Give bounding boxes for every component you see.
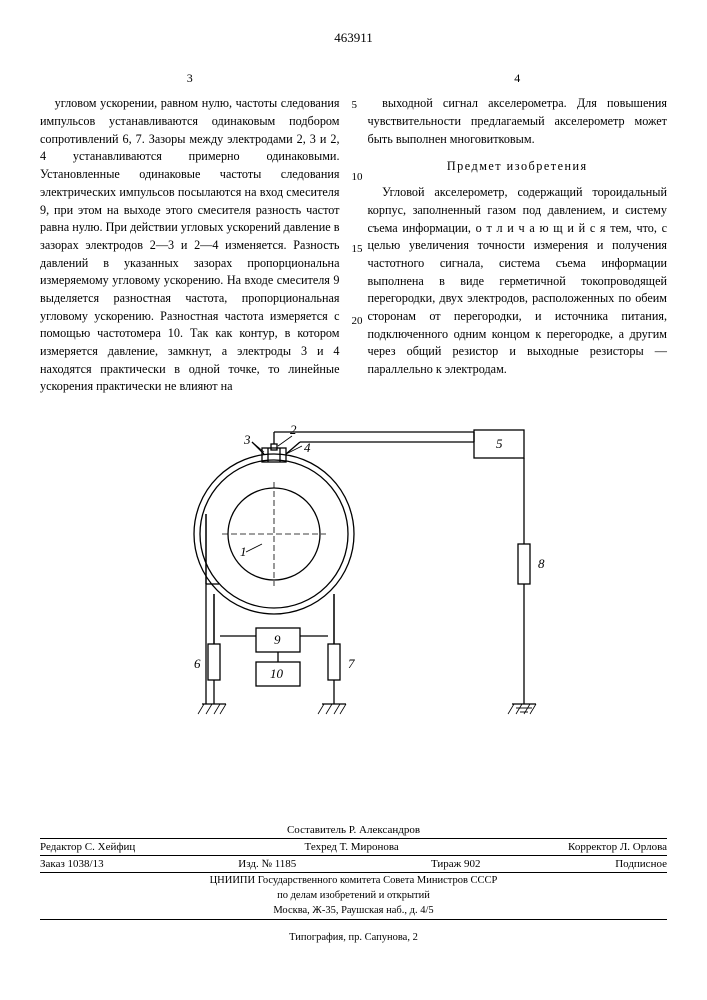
footer-izd: Изд. № 1185 xyxy=(238,858,296,870)
label-8: 8 xyxy=(538,556,545,571)
label-5: 5 xyxy=(496,436,503,451)
label-2: 2 xyxy=(290,424,297,437)
footer-corrector: Корректор Л. Орлова xyxy=(568,841,667,853)
left-column: 3 угловом ускорении, равном нулю, частот… xyxy=(40,70,340,396)
footer-editor: Редактор С. Хейфиц xyxy=(40,841,135,853)
footer-row-2: Заказ 1038/13 Изд. № 1185 Тираж 902 Подп… xyxy=(40,856,667,873)
label-3: 3 xyxy=(243,432,251,447)
footer-org1: ЦНИИПИ Государственного комитета Совета … xyxy=(40,873,667,888)
footer-compiler: Составитель Р. Александров xyxy=(40,824,667,836)
footer-techred: Техред Т. Миронова xyxy=(305,841,399,853)
label-9: 9 xyxy=(274,632,281,647)
marker-20: 20 xyxy=(352,314,363,330)
label-7: 7 xyxy=(348,656,355,671)
footer-row-1: Редактор С. Хейфиц Техред Т. Миронова Ко… xyxy=(40,838,667,856)
line-markers: 5 10 15 20 xyxy=(352,70,363,330)
marker-5: 5 xyxy=(352,98,363,114)
footer-tirazh: Тираж 902 xyxy=(431,858,481,870)
subject-heading: Предмет изобретения xyxy=(368,158,668,176)
footer: Составитель Р. Александров Редактор С. Х… xyxy=(40,824,667,943)
patent-number: 463911 xyxy=(40,30,667,46)
label-4: 4 xyxy=(304,440,311,455)
right-paragraph-2: Угловой акселерометр, содержащий тороида… xyxy=(368,184,668,379)
label-1: 1 xyxy=(240,544,247,559)
col-num-left: 3 xyxy=(40,70,340,87)
text-columns: 3 угловом ускорении, равном нулю, частот… xyxy=(40,70,667,396)
footer-podpisnoe: Подписное xyxy=(615,858,667,870)
marker-10: 10 xyxy=(352,170,363,186)
left-paragraph: угловом ускорении, равном нулю, частоты … xyxy=(40,95,340,396)
footer-org2: по делам изобретений и открытий xyxy=(40,888,667,903)
marker-15: 15 xyxy=(352,242,363,258)
label-10: 10 xyxy=(270,666,284,681)
footer-typography: Типография, пр. Сапунова, 2 xyxy=(40,932,667,943)
diagram-container: 1 2 3 4 5 6 7 8 9 10 xyxy=(40,424,667,744)
col-num-right: 4 xyxy=(368,70,668,87)
circuit-diagram: 1 2 3 4 5 6 7 8 9 10 xyxy=(144,424,564,744)
footer-order: Заказ 1038/13 xyxy=(40,858,104,870)
right-paragraph-1: выходной сигнал акселерометра. Для повыш… xyxy=(368,95,668,148)
right-column: 4 5 10 15 20 выходной сигнал акселеромет… xyxy=(368,70,668,396)
label-6: 6 xyxy=(194,656,201,671)
footer-addr: Москва, Ж-35, Раушская наб., д. 4/5 xyxy=(40,903,667,920)
